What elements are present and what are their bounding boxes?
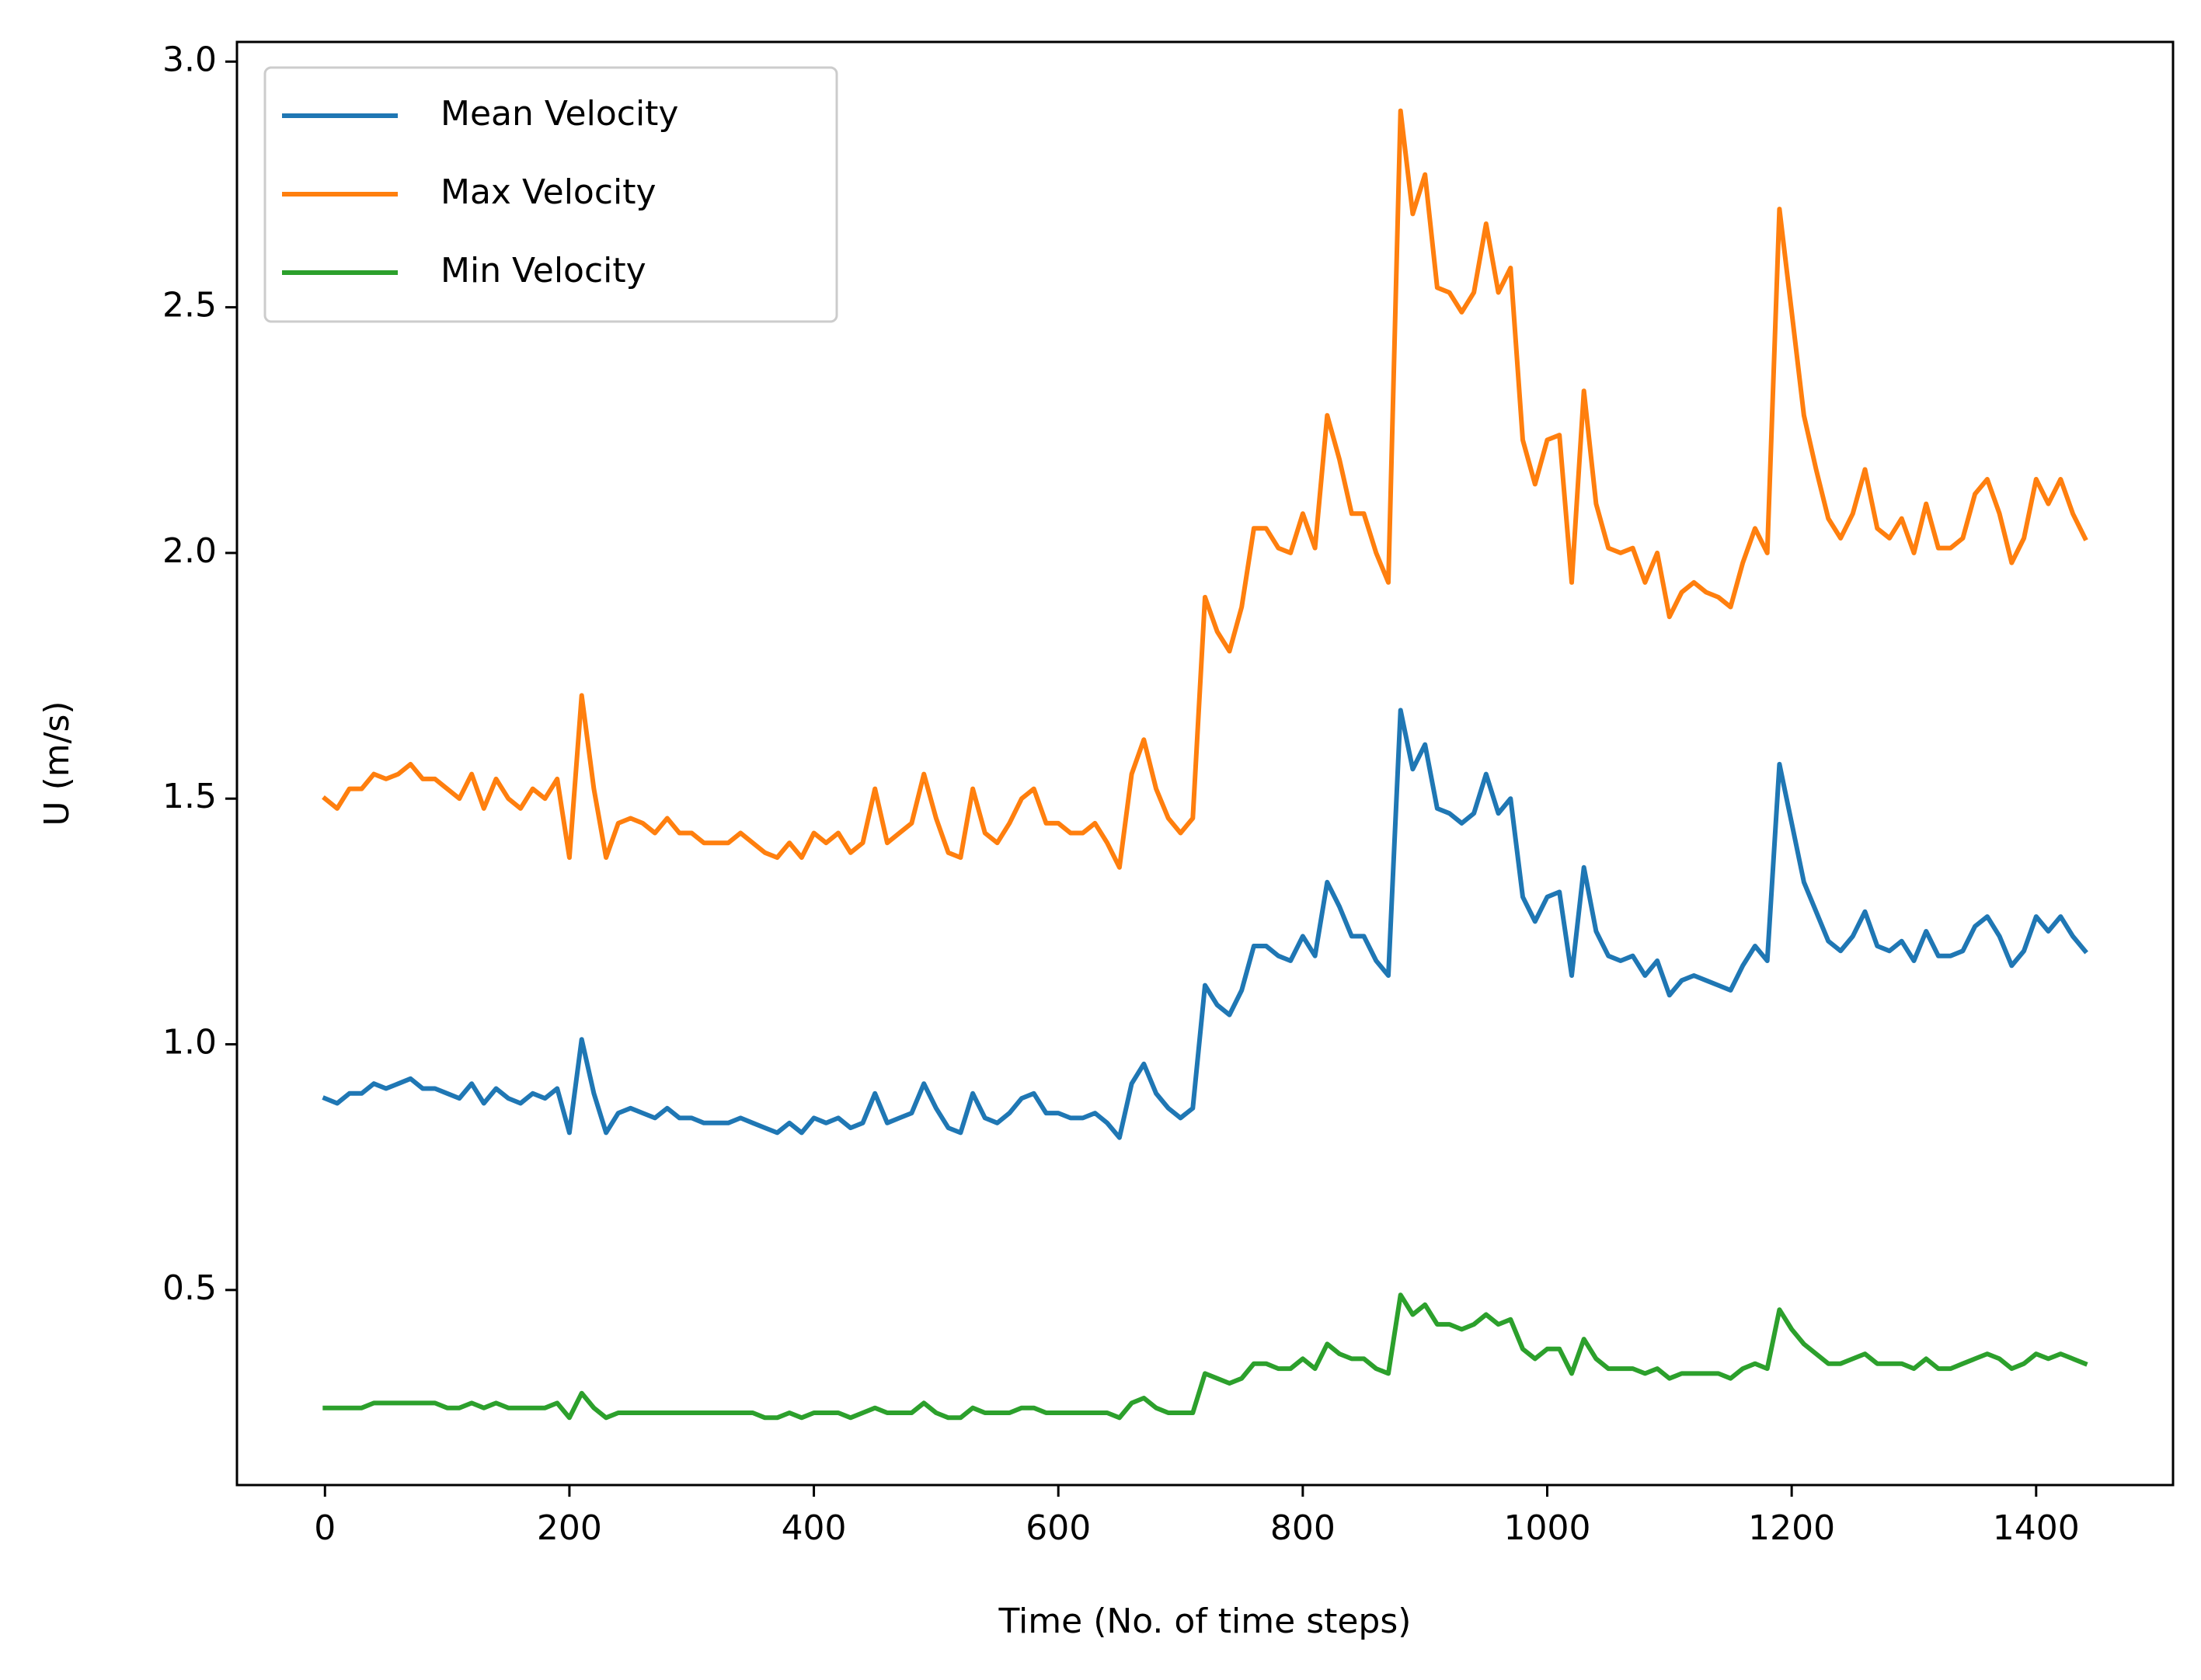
x-tick-label: 0 xyxy=(314,1508,336,1548)
series-line xyxy=(322,1292,2088,1421)
y-tick-label: 2.0 xyxy=(162,531,217,571)
x-tick-label: 600 xyxy=(1026,1508,1091,1548)
legend-label: Min Velocity xyxy=(441,251,646,290)
x-tick-label: 1000 xyxy=(1504,1508,1591,1548)
x-tick-label: 400 xyxy=(782,1508,847,1548)
x-tick-label: 1400 xyxy=(1993,1508,2080,1548)
y-tick-label: 2.5 xyxy=(162,286,217,325)
legend-box xyxy=(263,66,838,323)
x-tick-label: 1200 xyxy=(1748,1508,1835,1548)
legend-label: Mean Velocity xyxy=(441,94,678,134)
y-axis-label: U (m/s) xyxy=(37,701,77,826)
x-tick-label: 200 xyxy=(537,1508,602,1548)
y-tick-label: 0.5 xyxy=(162,1268,217,1308)
series-line xyxy=(322,708,2088,1140)
x-tick-label: 800 xyxy=(1270,1508,1336,1548)
x-axis-label: Time (No. of time steps) xyxy=(998,1602,1412,1641)
y-tick-label: 1.5 xyxy=(162,777,217,816)
legend-label: Max Velocity xyxy=(441,172,656,212)
y-tick-label: 1.0 xyxy=(162,1023,217,1063)
y-tick-label: 3.0 xyxy=(162,40,217,79)
series-line xyxy=(322,108,2088,870)
axes-frame xyxy=(235,40,2175,1487)
